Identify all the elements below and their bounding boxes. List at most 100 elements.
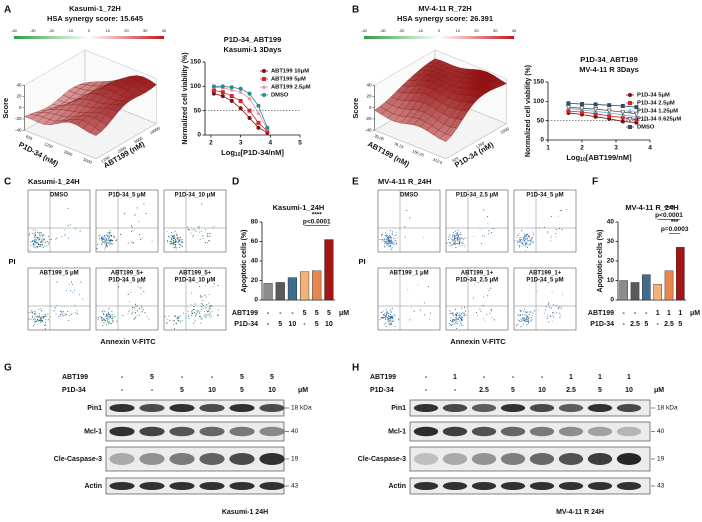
blot-band (616, 453, 642, 465)
flow-dot (191, 229, 193, 231)
flow-dot (44, 328, 46, 330)
flow-dot (146, 315, 148, 317)
x-tick-label: 4 (648, 145, 652, 152)
flow-dot (39, 308, 41, 310)
flow-dot (527, 316, 529, 318)
flow-dot (76, 310, 78, 312)
flow-dot (199, 239, 201, 241)
flow-dot (460, 231, 462, 233)
flow-dot (40, 242, 42, 244)
condition-value: 10 (289, 321, 297, 328)
flow-dot (525, 319, 527, 321)
flow-dot (194, 320, 196, 322)
flow-dot (32, 311, 34, 313)
flow-dot (113, 235, 115, 237)
flow-dot (561, 293, 563, 295)
flow-dot (529, 244, 531, 246)
flow-dot (527, 315, 529, 317)
flow-dot (42, 237, 44, 239)
panel-label: D (232, 177, 239, 188)
z-axis-label: Score (1, 98, 10, 119)
flow-dot (209, 232, 211, 235)
flow-dot (111, 240, 113, 242)
marker (607, 114, 612, 119)
flow-dot (453, 320, 455, 322)
flow-dot (453, 236, 455, 238)
flow-dot (475, 312, 478, 314)
z-tick-label: 20 (16, 94, 22, 99)
flow-dot (386, 238, 388, 240)
flow-dot (423, 302, 425, 304)
flow-dot (178, 243, 180, 245)
flow-dot (42, 247, 44, 249)
flow-dot (458, 316, 461, 318)
flow-dot (473, 284, 475, 286)
flow-dot (523, 237, 525, 239)
flow-dot (547, 231, 549, 233)
flow-dot (516, 237, 518, 239)
flow-dot (523, 241, 525, 243)
flow-dot (455, 243, 457, 245)
flow-dot (384, 238, 386, 241)
flow-dot (131, 309, 133, 311)
blot-band-label: Pin1 (87, 405, 102, 412)
flow-dot (487, 223, 489, 225)
blot-band (558, 404, 584, 412)
flow-dot (34, 310, 36, 313)
flow-dot (492, 227, 494, 230)
flow-plot-label: P1D-34_10 μM (175, 193, 216, 199)
flow-dot (98, 235, 100, 237)
surface-subtitle: HSA synergy score: 15.645 (47, 14, 143, 23)
flow-dot (133, 317, 135, 320)
left-axis-label: ABT199 (nM) (366, 139, 411, 169)
blot-row-label: P1D-34 (370, 387, 394, 394)
flow-dot (41, 238, 43, 241)
flow-dot (398, 319, 400, 321)
flow-dot (38, 308, 40, 311)
flow-dot (457, 233, 459, 236)
colorbar-tick: -10 (417, 28, 424, 33)
flow-dot (34, 320, 36, 323)
flow-dot (131, 230, 133, 233)
flow-dot (207, 314, 209, 316)
flow-dot (391, 317, 393, 319)
flow-dot (389, 318, 391, 320)
flow-dot (202, 299, 204, 301)
flow-dot (130, 225, 132, 227)
flow-dot (429, 318, 431, 320)
flow-dot (455, 321, 457, 323)
flow-dot (208, 294, 210, 296)
flow-dot (406, 209, 408, 212)
flow-dot (517, 241, 519, 243)
flow-dot (178, 317, 180, 319)
z-tick-label: -20 (365, 116, 372, 121)
flow-dot (544, 312, 546, 314)
flow-dot (193, 306, 195, 308)
flow-dot (381, 239, 383, 241)
flow-dot (197, 310, 199, 312)
flow-dot (514, 240, 516, 242)
flow-dot (207, 311, 209, 313)
flow-dot (526, 242, 528, 244)
flow-dot (555, 233, 557, 235)
flow-dot (173, 247, 175, 249)
flow-dot (103, 238, 105, 240)
blot-band (500, 426, 526, 437)
flow-dot (198, 231, 201, 233)
flow-dot (112, 321, 114, 323)
flow-dot (548, 306, 551, 308)
flow-dot (209, 312, 211, 314)
flow-dot (194, 311, 196, 313)
flow-dot (491, 305, 493, 307)
flow-dot (381, 241, 383, 243)
condition-label: ABT199 (588, 310, 614, 317)
flow-dot (101, 237, 103, 239)
blot-row-value: - (512, 374, 515, 381)
flow-dot (169, 240, 171, 242)
blot-row-value: - (425, 374, 428, 381)
flow-dot (387, 318, 389, 320)
flow-dot (205, 316, 207, 318)
flow-dot (166, 318, 168, 320)
flow-dot (521, 319, 523, 321)
flow-dot (33, 242, 35, 245)
